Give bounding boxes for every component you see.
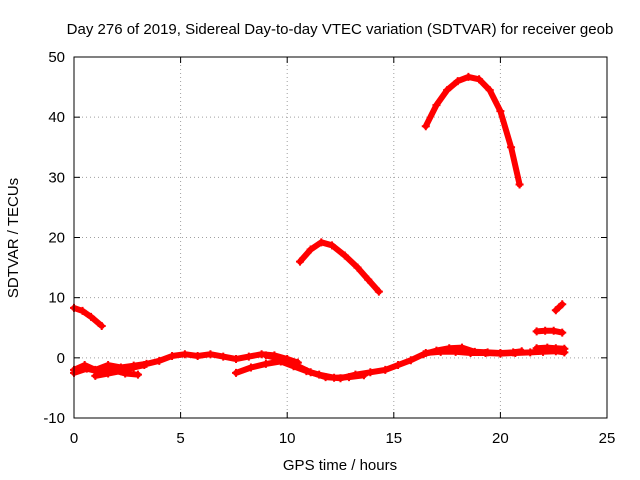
- data-point: [295, 257, 304, 266]
- data-point: [206, 350, 215, 359]
- data-point: [515, 180, 524, 189]
- data-point: [541, 326, 550, 335]
- data-point: [551, 306, 560, 315]
- data-point: [366, 368, 375, 377]
- data-point: [321, 373, 330, 382]
- data-point: [317, 238, 326, 247]
- data-point: [336, 374, 345, 383]
- data-point: [560, 344, 569, 353]
- data-point: [291, 361, 300, 370]
- data-point: [133, 370, 142, 379]
- data-point: [558, 300, 567, 309]
- data-point: [140, 361, 149, 370]
- x-axis-label: GPS time / hours: [283, 457, 397, 474]
- data-point: [116, 367, 125, 376]
- data-point: [232, 368, 241, 377]
- x-tick-label: 20: [492, 430, 509, 447]
- data-point: [244, 352, 253, 361]
- data-point: [421, 349, 430, 358]
- data-point: [406, 356, 415, 365]
- data-point: [496, 349, 505, 358]
- data-point: [87, 312, 96, 321]
- data-point: [129, 363, 138, 372]
- x-tick-label: 5: [176, 430, 184, 447]
- series-arc-k: [533, 327, 566, 336]
- series-arc-j: [422, 73, 523, 188]
- data-point: [526, 348, 535, 357]
- series-arc-i: [297, 239, 382, 295]
- data-point: [327, 241, 336, 250]
- data-point: [451, 347, 460, 356]
- y-tick-label: 40: [48, 109, 65, 126]
- data-point: [507, 143, 516, 152]
- series-arc-l: [552, 301, 566, 314]
- data-point: [351, 370, 360, 379]
- data-point: [193, 352, 202, 361]
- data-point: [276, 355, 285, 364]
- plot-frame: [73, 56, 608, 419]
- y-tick-label: 10: [48, 290, 65, 307]
- data-point: [374, 287, 383, 296]
- data-point: [82, 364, 91, 373]
- data-point: [496, 107, 505, 116]
- data-point: [464, 72, 473, 81]
- data-point: [381, 365, 390, 374]
- chart-title: Day 276 of 2019, Sidereal Day-to-day VTE…: [67, 21, 614, 38]
- data-point: [549, 326, 558, 335]
- y-axis-label: SDTVAR / TECUs: [5, 178, 22, 298]
- data-point: [421, 122, 430, 131]
- data-point: [481, 349, 490, 358]
- y-tick-label: -10: [43, 410, 65, 427]
- data-point: [78, 306, 87, 315]
- data-point: [340, 251, 349, 260]
- data-point: [532, 327, 541, 336]
- data-point: [443, 86, 452, 95]
- data-point: [232, 355, 241, 364]
- data-point: [91, 371, 100, 380]
- data-point: [543, 343, 552, 352]
- x-tick-label: 15: [385, 430, 402, 447]
- x-tick-label: 0: [70, 430, 78, 447]
- data-point: [306, 368, 315, 377]
- x-tick-label: 10: [279, 430, 296, 447]
- data-point: [485, 86, 494, 95]
- data-point: [306, 245, 315, 254]
- data-point: [432, 101, 441, 110]
- data-point: [261, 359, 270, 368]
- data-point: [558, 328, 567, 337]
- data-point: [511, 349, 520, 358]
- data-point: [261, 351, 270, 360]
- data-point: [466, 349, 475, 358]
- data-point: [155, 356, 164, 365]
- series-arc-a: [71, 304, 105, 329]
- y-tick-label: 30: [48, 169, 65, 186]
- data-point: [394, 361, 403, 370]
- data-point: [475, 75, 484, 84]
- data-point: [219, 352, 228, 361]
- data-point: [436, 347, 445, 356]
- data-point: [551, 344, 560, 353]
- data-point: [97, 321, 106, 330]
- x-tick-label: 25: [599, 430, 616, 447]
- y-tick-label: 20: [48, 230, 65, 247]
- data-point: [532, 344, 541, 353]
- data-point: [180, 350, 189, 359]
- data-point: [453, 77, 462, 86]
- data-point: [104, 369, 113, 378]
- data-point: [246, 363, 255, 372]
- series-group: [70, 72, 569, 383]
- y-tick-label: 0: [57, 350, 65, 367]
- y-tick-label: 50: [48, 49, 65, 66]
- axis-ticks: 0 5 10 15 20 25 -10 0 10 20 30 40 50: [43, 49, 615, 447]
- data-point: [364, 275, 373, 284]
- data-point: [353, 263, 362, 272]
- data-point: [168, 352, 177, 361]
- series-arc-h: [533, 344, 568, 352]
